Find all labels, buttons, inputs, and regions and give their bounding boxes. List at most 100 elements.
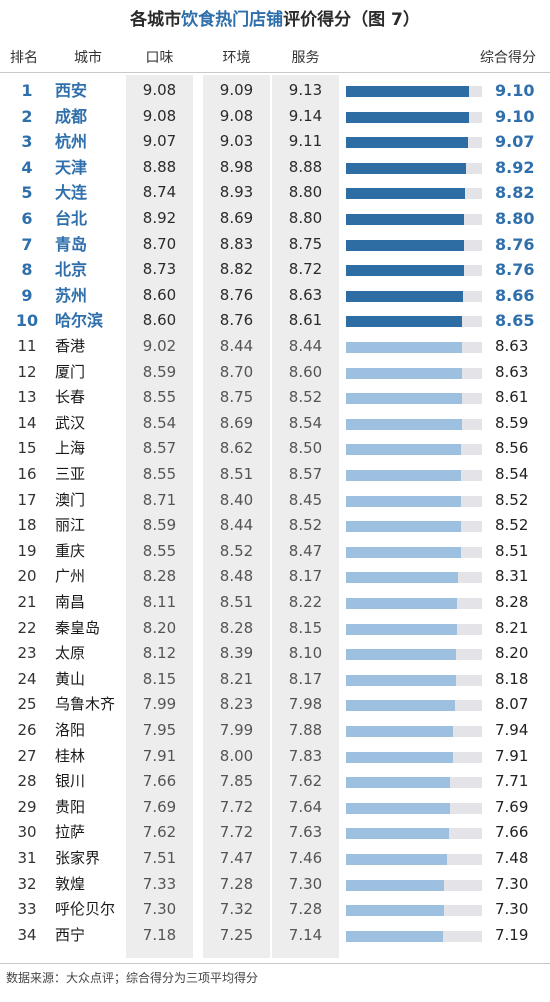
rank-cell: 32 [17,874,37,893]
service-cell: 8.61 [288,311,323,330]
bar-track [346,802,482,814]
service-cell: 9.13 [288,81,323,99]
bar-mark [346,649,457,661]
taste-cell: 8.12 [142,644,177,663]
taste-cell: 8.71 [142,490,177,509]
header-overall: 综合得分 [480,50,536,66]
table-row: 4 天津 8.88 8.98 8.88 8.92 [0,155,550,181]
bar-mark [346,265,464,277]
taste-cell: 8.55 [142,388,177,407]
service-cell: 8.50 [288,439,323,458]
service-cell: 8.63 [288,285,323,304]
city-cell: 贵阳 [55,797,86,816]
rank-cell: 31 [17,849,37,867]
table-row: 8 北京 8.73 8.82 8.72 8.76 [0,257,550,283]
service-cell: 8.17 [288,567,323,586]
overall-score-label: 8.56 [495,439,529,458]
city-cell: 台北 [55,209,88,228]
env-cell: 8.51 [219,593,254,611]
table-row: 25 乌鲁木齐 7.99 8.23 7.98 8.07 [0,692,550,718]
bar-mark [346,495,461,507]
env-cell: 8.62 [219,439,254,458]
bar-mark [346,188,465,200]
service-cell: 7.63 [288,823,323,842]
service-cell: 7.88 [288,721,323,739]
env-cell: 8.75 [219,388,254,407]
header-taste: 口味 [145,50,174,66]
overall-score-label: 7.94 [495,721,529,739]
taste-cell: 8.54 [142,413,177,432]
bar-mark [346,802,450,814]
taste-cell: 8.55 [142,541,177,560]
bar-track [346,290,482,302]
rank-cell: 8 [21,260,33,280]
env-cell: 8.23 [219,695,254,714]
bar-mark [346,137,469,149]
bar-mark [346,393,462,405]
source-note: 数据来源：大众点评；综合得分为三项平均得分 [6,971,259,985]
taste-cell: 8.88 [142,157,177,176]
title-prefix: 各城市 [130,10,182,30]
taste-cell: 8.28 [142,567,177,586]
env-cell: 8.21 [219,669,254,688]
bar-track [346,726,482,737]
overall-score-label: 9.10 [495,81,535,100]
service-cell: 7.46 [288,849,323,867]
overall-score-label: 8.92 [495,157,535,177]
overall-score-label: 8.18 [495,669,529,688]
overall-score-label: 8.59 [495,413,529,432]
env-cell: 9.09 [219,81,254,99]
overall-score-label: 8.31 [495,567,529,586]
service-cell: 8.47 [288,541,323,560]
table-row: 27 桂林 7.91 8.00 7.83 7.91 [0,744,550,770]
city-cell: 银川 [55,772,86,791]
bar-track [346,418,482,430]
bar-track [346,86,482,97]
table-row: 20 广州 8.28 8.48 8.17 8.31 [0,564,550,590]
rank-cell: 13 [17,388,37,407]
overall-score-label: 8.76 [495,260,535,280]
header-env: 环境 [222,50,251,66]
city-cell: 长春 [55,388,86,407]
rank-cell: 1 [21,81,33,100]
table-row: 24 黄山 8.15 8.21 8.17 8.18 [0,667,550,693]
taste-cell: 8.73 [142,260,177,279]
bar-mark [346,521,461,533]
bar-track [346,546,482,558]
table-row: 23 太原 8.12 8.39 8.10 8.20 [0,641,550,667]
env-cell: 8.48 [219,567,254,586]
overall-score-label: 8.07 [495,695,529,714]
taste-cell: 7.69 [142,797,177,816]
table-row: 2 成都 9.08 9.08 9.14 9.10 [0,104,550,130]
env-cell: 8.00 [219,746,254,765]
bar-mark [346,598,458,609]
service-cell: 7.83 [288,746,323,765]
env-cell: 8.40 [219,490,254,509]
city-cell: 哈尔滨 [55,311,104,331]
taste-cell: 8.20 [142,618,177,637]
title-suffix: 评价得分（图 7） [283,10,420,30]
service-cell: 7.62 [288,772,323,791]
city-cell: 北京 [55,260,88,280]
bar-mark [346,828,450,840]
taste-cell: 7.33 [142,874,177,893]
bar-track [346,623,482,635]
service-cell: 8.45 [288,490,323,509]
env-cell: 8.98 [219,157,254,176]
taste-cell: 8.74 [142,183,177,202]
bar-track [346,367,482,379]
bar-mark [346,367,463,379]
city-cell: 三亚 [55,465,86,483]
service-cell: 7.14 [288,925,323,944]
overall-score-label: 8.52 [495,516,529,535]
bar-mark [346,700,455,712]
bar-track [346,239,482,251]
bar-track [346,598,482,609]
city-cell: 洛阳 [55,721,86,739]
env-cell: 7.32 [219,900,254,919]
overall-score-label: 7.48 [495,849,529,867]
bar-track [346,495,482,507]
service-cell: 7.28 [288,900,323,919]
rank-cell: 25 [17,695,37,714]
bar-mark [346,342,463,353]
